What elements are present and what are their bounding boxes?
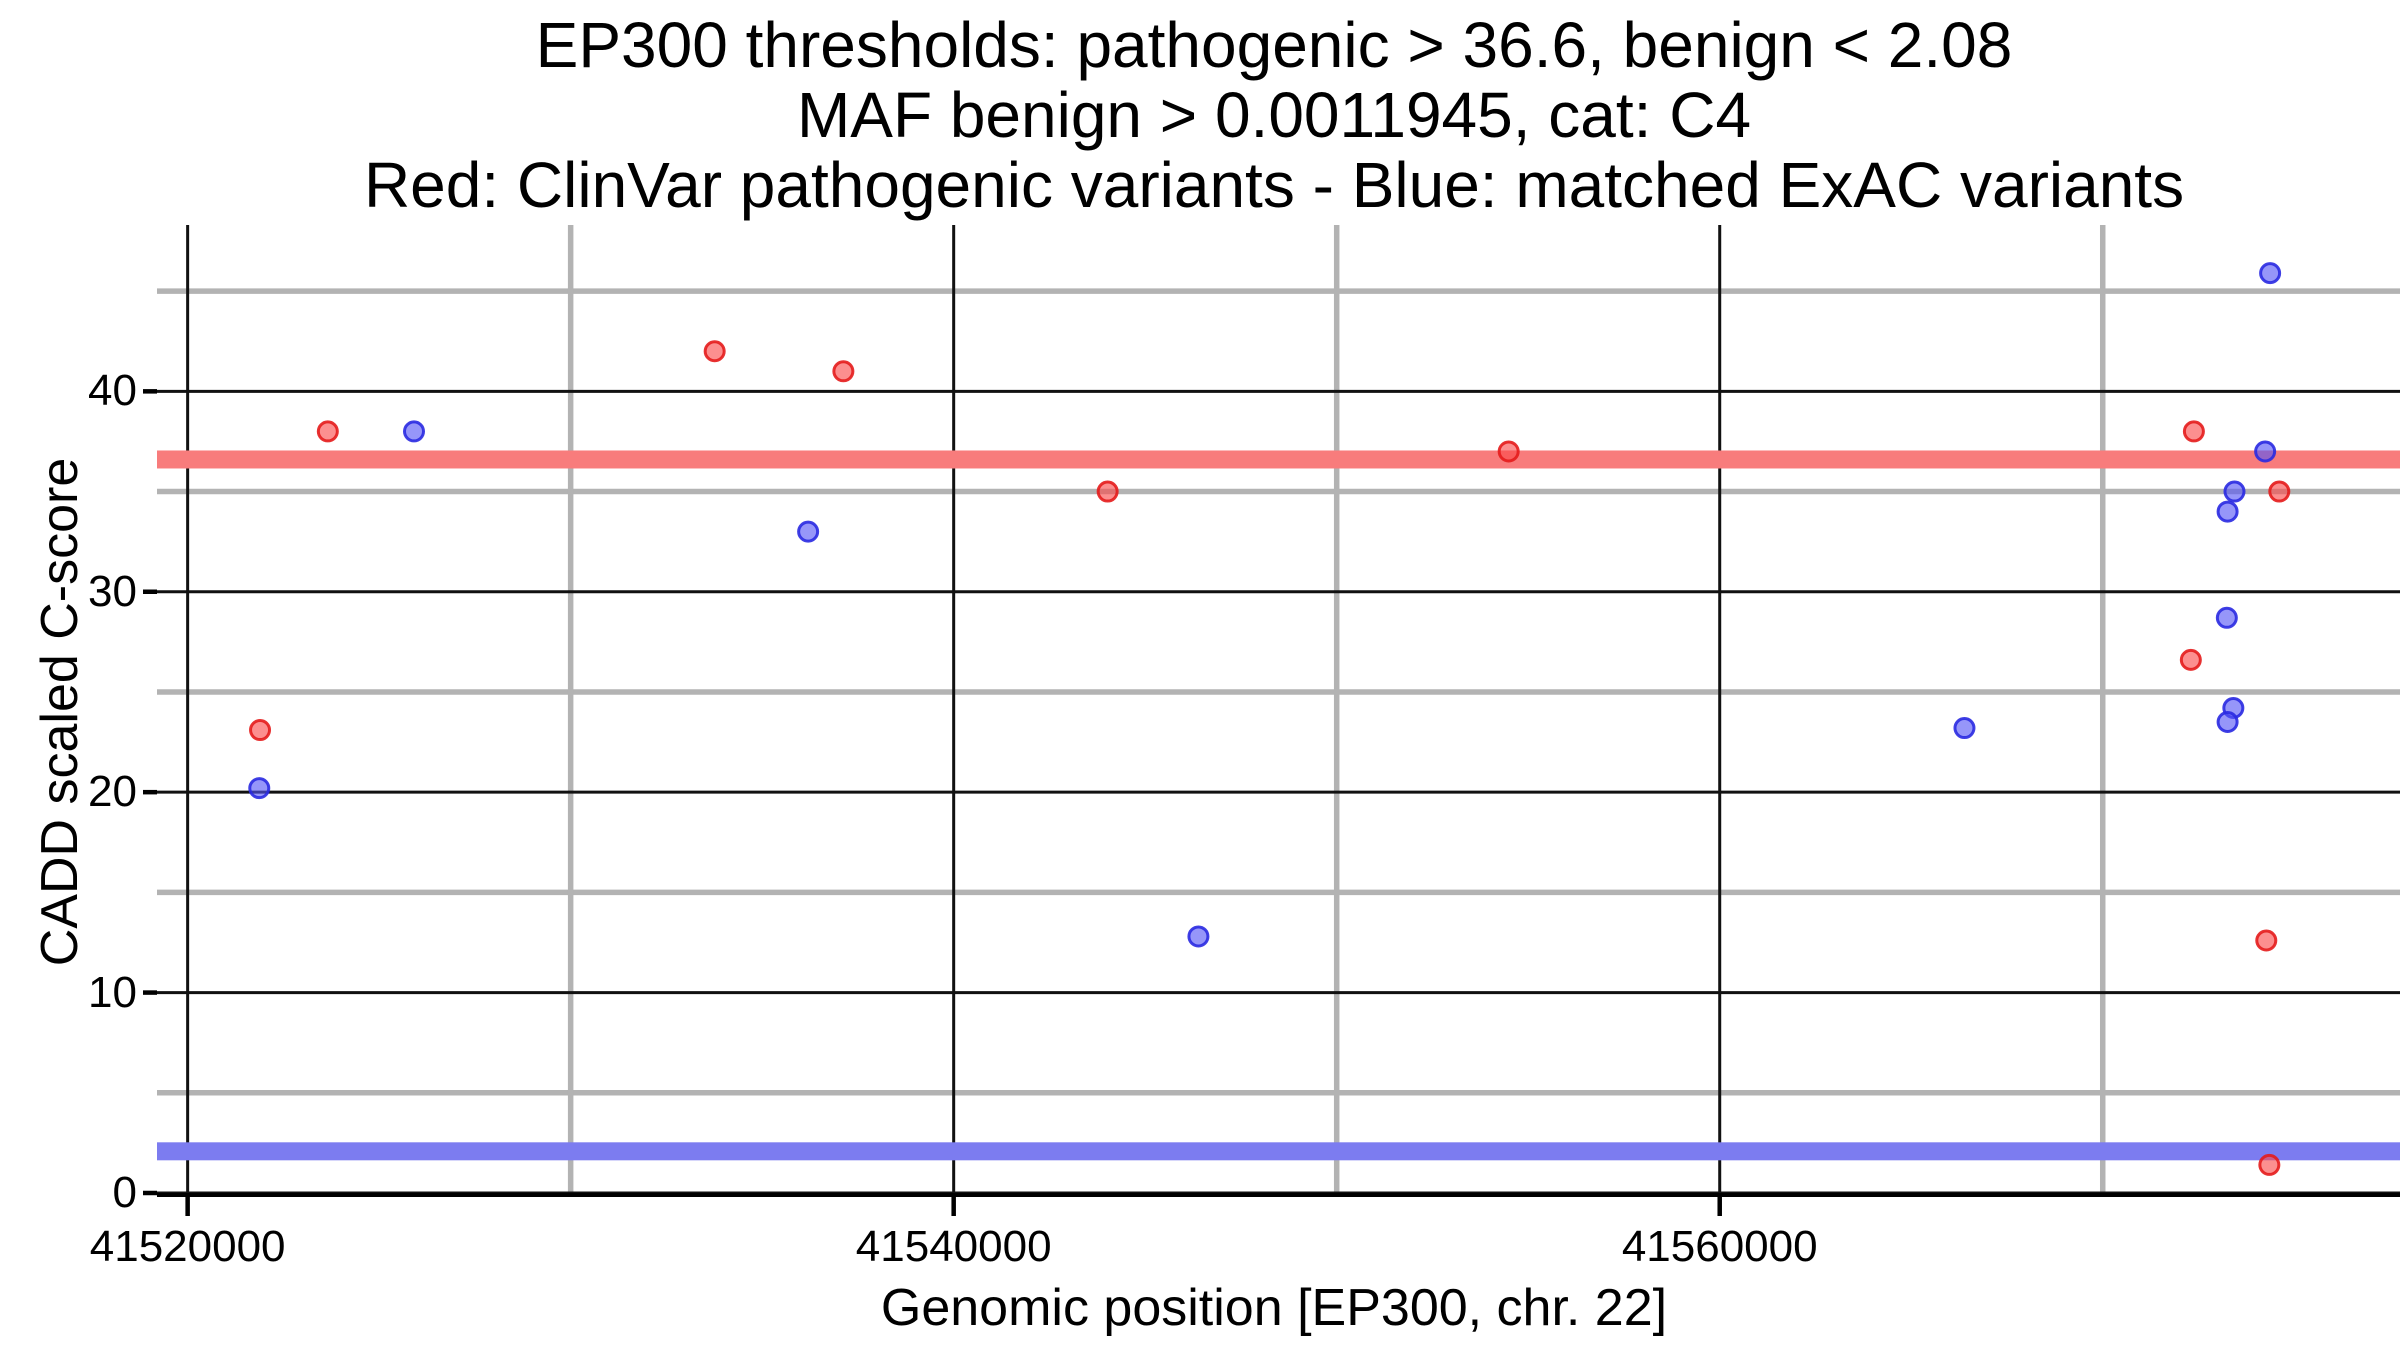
chart-title-line-1: EP300 thresholds: pathogenic > 36.6, ben…	[535, 9, 2013, 81]
chart-title-line-3: Red: ClinVar pathogenic variants - Blue:…	[363, 149, 2185, 221]
data-points	[248, 262, 2291, 1176]
data-point-pathogenic	[703, 340, 726, 363]
data-point-exac	[2216, 711, 2239, 734]
data-point-exac	[797, 520, 820, 543]
data-point-exac	[1187, 925, 1210, 948]
data-point-pathogenic	[1497, 440, 1520, 463]
threshold-band-pathogenic-threshold	[157, 450, 2400, 469]
data-point-exac	[1953, 717, 1976, 740]
y-axis-title: CADD scaled C-score	[31, 457, 89, 967]
threshold-band-benign-threshold	[157, 1142, 2400, 1161]
data-point-pathogenic	[2182, 420, 2205, 443]
y-tick-label: 10	[88, 967, 137, 1017]
data-point-exac	[403, 420, 426, 443]
data-point-exac	[2259, 262, 2282, 285]
data-point-exac	[248, 777, 271, 800]
x-axis-title: Genomic position [EP300, chr. 22]	[880, 1279, 1668, 1337]
y-tick-label: 0	[112, 1167, 137, 1217]
data-point-pathogenic	[249, 719, 272, 742]
data-point-exac	[2254, 440, 2277, 463]
data-point-pathogenic	[2258, 1153, 2281, 1176]
major-gridlines	[157, 225, 2400, 1197]
data-point-pathogenic	[1096, 480, 1119, 503]
x-tick-label: 41540000	[855, 1222, 1052, 1271]
y-tick-label: 20	[88, 767, 137, 817]
data-point-exac	[2215, 606, 2238, 629]
data-point-pathogenic	[2179, 648, 2202, 671]
data-point-exac	[2216, 500, 2239, 523]
chart-title-line-2: MAF benign > 0.0011945, cat: C4	[796, 79, 1752, 151]
x-tick-label: 41520000	[89, 1222, 286, 1271]
axes	[143, 389, 2400, 1216]
data-point-pathogenic	[832, 360, 855, 383]
data-point-exac	[2223, 480, 2246, 503]
y-tick-label: 30	[88, 566, 137, 616]
threshold-bands	[157, 450, 2400, 1161]
data-point-pathogenic	[316, 420, 339, 443]
y-tick-label: 40	[88, 366, 137, 416]
data-point-pathogenic	[2268, 480, 2291, 503]
data-point-pathogenic	[2255, 929, 2278, 952]
x-tick-label: 41560000	[1621, 1222, 1818, 1271]
minor-gridlines	[157, 225, 2400, 1197]
